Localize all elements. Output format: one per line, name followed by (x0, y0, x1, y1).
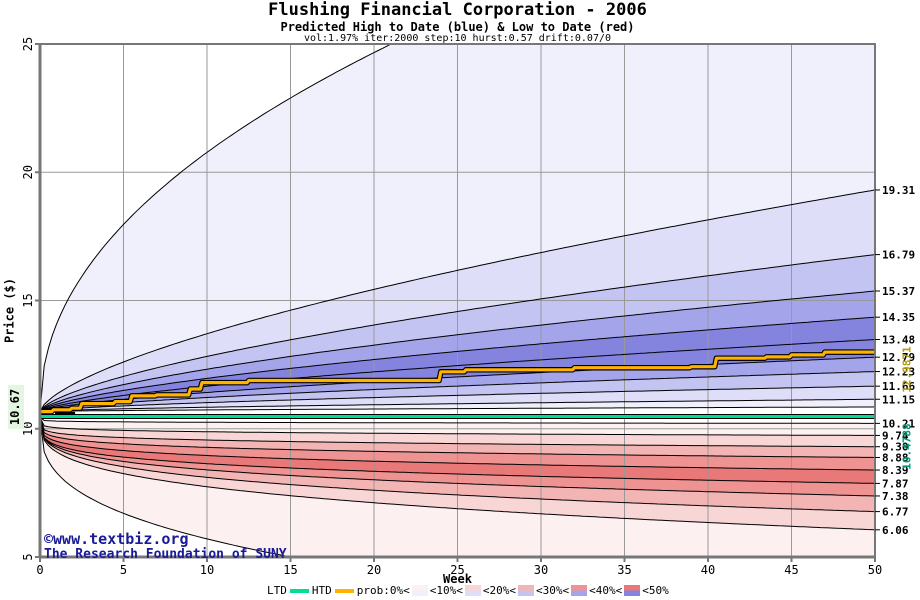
legend-prob10-label: <10%< (429, 584, 463, 597)
right-axis-label: 7.38 (882, 490, 909, 503)
right-axis-label: 12.23 (882, 366, 915, 379)
right-axis-label: 6.06 (882, 524, 909, 537)
right-axis-label: 10.21 (882, 417, 915, 430)
legend-prob30-label: <30%< (535, 584, 570, 597)
watermark-site: ©www.textbiz.org (44, 530, 189, 548)
chart-title: Flushing Financial Corporation - 2006 (268, 0, 647, 20)
prob-band-swatch-50 (624, 585, 641, 596)
prob-band-swatch-30 (517, 585, 534, 596)
prob-band-swatch-10 (411, 585, 428, 596)
low-prob-band (40, 417, 875, 447)
y-tick-label: 10 (21, 422, 35, 436)
high-boundary-line (39, 290, 876, 412)
high-boundary-line (39, 43, 392, 412)
x-tick-label: 50 (868, 563, 882, 577)
high-boundary-line (39, 398, 875, 413)
right-axis-label: 12.79 (882, 351, 915, 364)
y-tick-label: 5 (21, 553, 35, 560)
x-tick-label: 25 (450, 563, 464, 577)
ltd-value-label: 10.4788 (900, 423, 914, 470)
high-boundary-line (39, 339, 876, 413)
chart-subtitle: Predicted High to Date (blue) & Low to D… (280, 19, 635, 34)
high-boundary-line (39, 254, 876, 412)
y-tick-label: 15 (21, 293, 35, 307)
watermark-org: The Research Foundation of SUNY (44, 546, 287, 562)
high-boundary-line (39, 371, 876, 413)
right-axis-label: 11.66 (882, 380, 915, 393)
low-boundary-line (39, 417, 876, 497)
right-axis-label: 16.79 (882, 249, 915, 262)
legend-ltd-label: LTD (267, 584, 287, 597)
low-prob-band (40, 417, 875, 458)
low-boundary-line (39, 416, 875, 424)
low-boundary-line (39, 417, 292, 558)
x-tick-label: 20 (367, 563, 381, 577)
prob-band-swatch-40 (571, 585, 588, 596)
right-axis-label: 8.88 (882, 451, 909, 464)
low-boundary-line (39, 417, 876, 484)
x-tick-label: 0 (36, 563, 43, 577)
htd-final-label: 12.9871 (900, 346, 914, 393)
right-axis-label: 13.48 (882, 333, 915, 346)
legend-prob50-label: <50% (642, 584, 669, 597)
high-boundary-line (39, 385, 876, 413)
prob-band-swatch-20 (464, 585, 481, 596)
legend-prob20-label: <20%< (482, 584, 516, 597)
legend-prob40-label: <40%< (589, 584, 623, 597)
low-boundary-line (39, 417, 875, 471)
low-boundary-line (39, 417, 876, 531)
right-axis-label: 14.35 (882, 311, 915, 324)
htd-line (40, 350, 875, 414)
x-axis-title: Week (443, 572, 472, 586)
right-axis-label: 8.39 (882, 464, 909, 477)
htd-line-swatch (334, 588, 354, 593)
ltd-line-swatch (289, 588, 309, 593)
right-axis-label: 6.77 (882, 506, 909, 519)
x-tick-label: 35 (617, 563, 631, 577)
x-tick-label: 5 (120, 563, 127, 577)
legend-prob0-label: prob:0%< (356, 584, 410, 597)
x-tick-label: 45 (784, 563, 798, 577)
title-block: Flushing Financial Corporation - 2006 Pr… (0, 0, 915, 45)
low-prob-band (40, 417, 875, 557)
start-price-label: 10.67 (8, 385, 24, 429)
y-axis-title: Price ($) (2, 277, 17, 344)
low-boundary-line (39, 417, 876, 513)
high-boundary-line (39, 316, 876, 413)
y-tick-label: 25 (21, 37, 35, 51)
right-axis-label: 15.37 (882, 285, 915, 298)
legend: LTD HTD prob:0%< <10%< <20%< <30%< <40%<… (266, 584, 670, 597)
right-axis-label: 7.87 (882, 477, 909, 490)
right-axis-label: 9.30 (882, 441, 909, 454)
right-axis-label: 11.15 (882, 393, 915, 406)
high-boundary-line (39, 406, 876, 413)
x-tick-label: 15 (283, 563, 297, 577)
low-boundary-line (39, 416, 875, 436)
high-boundary-line (39, 189, 876, 412)
legend-htd-label: HTD (311, 584, 332, 597)
y-tick-label: 20 (21, 165, 35, 179)
x-tick-label: 40 (701, 563, 715, 577)
right-axis-label: 19.31 (882, 184, 915, 197)
low-boundary-line (39, 417, 875, 448)
right-axis-label: 9.74 (882, 429, 909, 442)
x-tick-label: 30 (534, 563, 548, 577)
chart-params: vol:1.97% iter:2000 step:10 hurst:0.57 d… (303, 33, 612, 45)
low-boundary-line (39, 417, 876, 458)
watermark: ©www.textbiz.org The Research Foundation… (44, 530, 287, 562)
x-tick-label: 10 (200, 563, 214, 577)
